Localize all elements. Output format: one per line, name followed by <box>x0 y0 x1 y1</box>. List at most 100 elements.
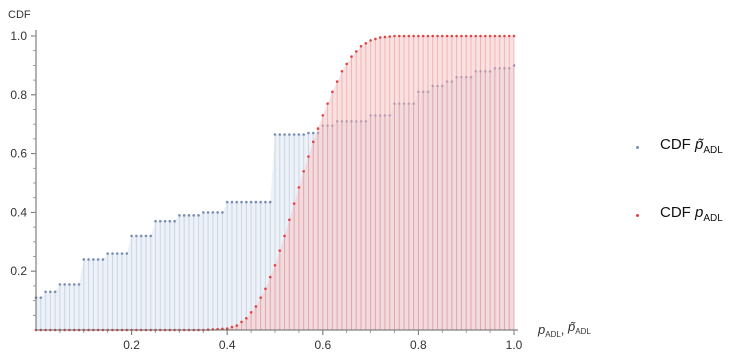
data-point <box>163 219 167 223</box>
data-point <box>307 155 310 158</box>
data-point <box>111 252 114 255</box>
x-tick-label: 0.2 <box>123 338 140 352</box>
data-point <box>216 211 219 214</box>
data-point <box>264 200 267 204</box>
data-point <box>173 219 176 223</box>
data-point <box>268 275 272 279</box>
data-point <box>96 258 100 261</box>
data-point <box>82 258 86 261</box>
data-point <box>259 296 262 299</box>
data-point <box>503 34 506 38</box>
data-point <box>402 34 406 38</box>
data-point <box>254 305 258 308</box>
x-axis-label-part: p <box>537 322 545 337</box>
y-tick-label: 1.0 <box>10 29 27 43</box>
legend-label: CDF p̃ADL <box>660 136 723 156</box>
x-axis-label-part: p̃ <box>567 319 576 334</box>
data-point <box>221 211 224 214</box>
data-point <box>498 34 501 38</box>
data-point <box>374 37 377 41</box>
legend-swatch-red <box>636 214 639 217</box>
data-point <box>240 200 243 204</box>
data-point <box>106 252 109 255</box>
data-point <box>460 34 463 38</box>
data-point <box>441 34 444 38</box>
x-tick-label: 0.6 <box>314 338 331 352</box>
data-point <box>431 34 435 38</box>
data-point <box>350 55 353 58</box>
data-point <box>139 234 143 238</box>
data-point <box>283 234 286 238</box>
data-point <box>202 211 205 214</box>
data-point <box>340 69 344 73</box>
data-point <box>412 34 415 38</box>
data-point <box>407 34 411 38</box>
data-point <box>168 219 172 223</box>
data-point <box>393 34 396 38</box>
data-point <box>221 327 224 331</box>
data-point <box>455 34 458 38</box>
data-point <box>235 200 239 204</box>
data-point <box>288 218 291 222</box>
data-point <box>302 169 305 173</box>
data-point <box>230 325 234 329</box>
data-point <box>273 264 277 267</box>
data-point <box>283 133 286 136</box>
legend-prefix: CDF <box>660 136 691 153</box>
data-point <box>249 311 253 314</box>
data-point <box>187 214 191 217</box>
data-point <box>507 34 511 38</box>
data-point <box>359 44 363 48</box>
data-point <box>49 290 52 294</box>
legend-symbol: p <box>695 204 704 221</box>
data-point <box>249 200 253 204</box>
data-point <box>63 283 66 286</box>
data-point <box>206 211 210 214</box>
data-point <box>479 34 482 38</box>
data-point <box>383 35 387 39</box>
data-point <box>259 200 262 204</box>
data-point <box>158 219 162 223</box>
data-point <box>72 283 76 286</box>
data-point <box>292 202 296 205</box>
data-point <box>264 287 267 291</box>
x-axis-label: pADL, p̃ADL <box>537 319 591 339</box>
x-tick-label: 1.0 <box>506 338 523 352</box>
data-point <box>316 127 320 130</box>
data-point <box>292 133 296 136</box>
data-point <box>417 34 420 38</box>
x-axis-label-part: ADL <box>545 330 561 339</box>
data-point <box>225 200 229 204</box>
data-point <box>378 36 382 39</box>
data-point <box>39 296 43 299</box>
data-point <box>474 34 478 38</box>
data-point <box>245 200 248 204</box>
legend-prefix: CDF <box>660 204 691 221</box>
data-point <box>488 34 492 38</box>
data-point <box>278 133 282 136</box>
data-point <box>44 290 47 294</box>
data-point <box>273 133 277 136</box>
data-point <box>331 90 334 94</box>
data-point <box>426 34 430 38</box>
data-point <box>421 34 425 38</box>
legend-swatch-blue <box>636 146 639 149</box>
data-point <box>130 234 133 238</box>
data-point <box>101 258 105 261</box>
data-point <box>307 131 310 135</box>
data-point <box>149 234 153 238</box>
data-point <box>197 214 200 217</box>
data-point <box>154 219 157 223</box>
legend-subscript: ADL <box>703 213 723 224</box>
data-point <box>445 34 449 38</box>
data-point <box>240 320 243 324</box>
x-tick-label: 0.4 <box>219 338 236 352</box>
data-point <box>225 327 229 330</box>
data-point <box>115 252 119 255</box>
data-point <box>120 252 124 255</box>
y-axis-label: CDF <box>8 9 31 21</box>
data-point <box>144 234 148 238</box>
data-point <box>268 200 272 204</box>
legend-item-cdf-ptilde: CDF p̃ADL <box>636 136 751 166</box>
